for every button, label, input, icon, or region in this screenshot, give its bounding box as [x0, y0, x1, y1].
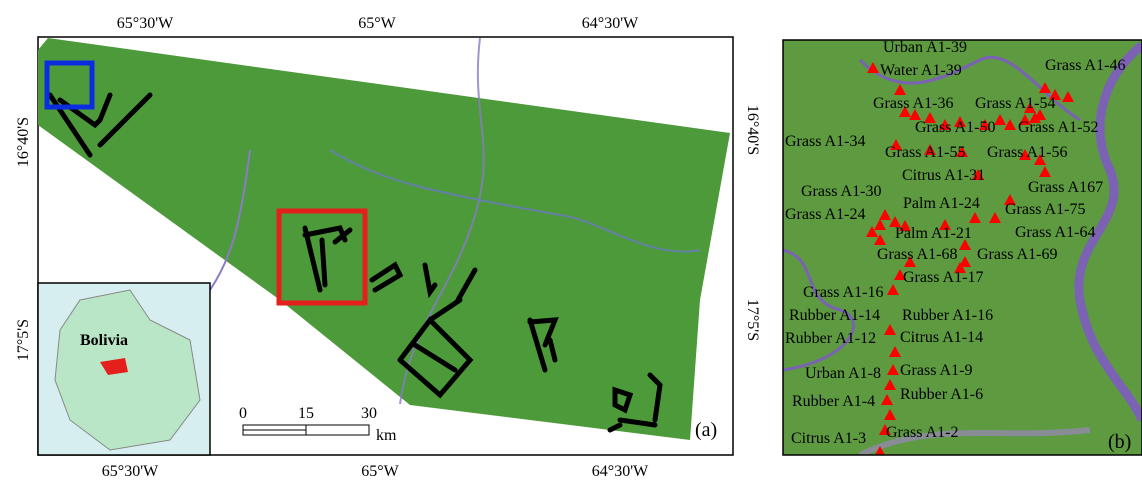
panel-a: Bolivia 0 15 30 km (a) 65°30'W 65°W 64°3… — [15, 15, 761, 480]
sample-label: Water A1-39 — [880, 62, 962, 79]
bottom-label: 64°30'W — [592, 463, 649, 480]
sample-label: Rubber A1-12 — [785, 330, 876, 347]
sample-label: Palm A1-21 — [895, 225, 972, 242]
sample-label: Grass A1-36 — [873, 95, 953, 112]
panel-label: (b) — [1108, 431, 1131, 453]
sample-label: Grass A1-24 — [785, 206, 865, 223]
top-label: 65°W — [358, 15, 396, 32]
sample-label: Grass A1-75 — [1005, 201, 1085, 218]
sample-label: Grass A1-50 — [915, 119, 995, 136]
sample-label: Grass A1-55 — [885, 144, 965, 161]
sample-label: Grass A1-69 — [977, 246, 1057, 263]
sample-label: Citrus A1-3 — [791, 430, 866, 447]
sample-label: Grass A1-64 — [1015, 224, 1095, 241]
sample-label: Grass A1-52 — [1018, 119, 1098, 136]
sample-label: Rubber A1-14 — [789, 307, 880, 324]
sample-label: Grass A1-9 — [900, 362, 972, 379]
scale-label: 30 — [361, 405, 377, 422]
left-label: 17°5'S — [15, 319, 32, 361]
sample-label: Grass A1-68 — [877, 246, 957, 263]
sample-label: Citrus A1-31 — [902, 167, 985, 184]
sample-label: Palm A1-24 — [903, 195, 980, 212]
left-label: 16°40'S — [15, 117, 32, 167]
sample-label: Citrus A1-14 — [900, 329, 983, 346]
right-label: 16°40'S — [744, 105, 761, 155]
sample-label: Grass A1-17 — [903, 269, 983, 286]
scale-bar — [306, 425, 369, 435]
sample-label: Grass A1-56 — [987, 144, 1067, 161]
panel-b: Urban A1-39 Water A1-39 Grass A1-46 Grass A… — [783, 39, 1142, 457]
top-label: 64°30'W — [582, 15, 639, 32]
sample-label: Rubber A1-16 — [902, 307, 993, 324]
sample-label: Grass A1-46 — [1045, 57, 1125, 74]
panel-label: (a) — [695, 419, 717, 441]
bottom-label: 65°W — [361, 463, 399, 480]
bottom-label: 65°30'W — [102, 463, 159, 480]
sample-label: Grass A167 — [1028, 179, 1103, 196]
sample-label: Urban A1-8 — [805, 365, 881, 382]
scale-label: 0 — [239, 405, 247, 422]
sample-label: Rubber A1-4 — [792, 393, 875, 410]
sample-label: Rubber A1-6 — [900, 386, 983, 403]
top-label: 65°30'W — [117, 15, 174, 32]
figure: Bolivia 0 15 30 km (a) 65°30'W 65°W 64°3… — [0, 0, 1142, 481]
right-label: 17°5'S — [744, 299, 761, 341]
sample-label: Grass A1-30 — [801, 183, 881, 200]
scale-unit: km — [376, 427, 397, 444]
sample-label: Urban A1-39 — [883, 39, 967, 56]
sample-label: Grass A1-34 — [785, 133, 865, 150]
inset-label: Bolivia — [80, 332, 128, 349]
sample-label: Grass A1-2 — [886, 424, 958, 441]
scale-label: 15 — [298, 405, 314, 422]
sample-label: Grass A1-54 — [975, 95, 1055, 112]
sample-label: Grass A1-16 — [803, 284, 883, 301]
